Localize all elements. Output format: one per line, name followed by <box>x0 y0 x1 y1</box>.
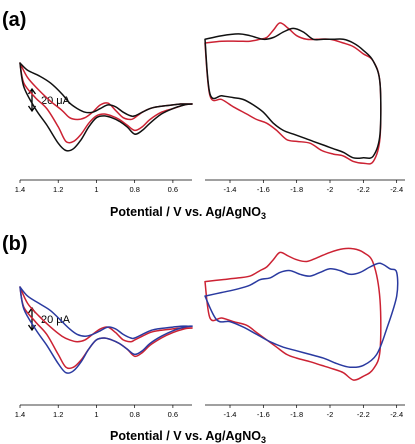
panel-a-x-axis-title-subscript: 3 <box>261 211 266 221</box>
panel-a-x-tick-label: 0.8 <box>129 185 139 194</box>
panel-b-series-2-trace-2 <box>204 262 399 369</box>
panel-a-x-axis-title: Potential / V vs. Ag/AgNO3 <box>110 205 266 221</box>
panel-b-label: (b) <box>2 233 28 255</box>
panel-b-plot-area: 1.4 1.2 1 0.8 0.6 -1.4 -1.6 -1.8 -2 -2.2 -2.4 <box>15 247 405 419</box>
panel-a-plot-area: 1.4 1.2 1 0.8 0.6 -1.4 -1.6 -1.8 -2 -2.2 -2.4 <box>15 22 405 194</box>
panel-b-x-tick-label: -1.8 <box>290 410 303 419</box>
panel-a-x-tick-label: 1.4 <box>15 185 25 194</box>
panel-b-x-tick-label: -2.2 <box>357 410 370 419</box>
panel-a-x-tick-label: 1.2 <box>53 185 63 194</box>
panel-b-series-2-trace-1 <box>19 286 193 374</box>
panel-a-x-tick-label: -2 <box>327 185 334 194</box>
panel-b-series-1-trace-1 <box>19 286 193 370</box>
panel-a-scale-bar-label: 20 μA <box>41 95 71 107</box>
panel-b-x-tick-label: 1.2 <box>53 410 63 419</box>
panel-b-x-tick-label: 1 <box>94 410 98 419</box>
panel-b-x-axis-title: Potential / V vs. Ag/AgNO3 <box>110 429 266 444</box>
panel-a-x-axis-title-main: Potential / V vs. Ag/AgNO <box>110 205 261 219</box>
panel-a: (a) 20 μA 1.4 1.2 1 0.8 0.6 -1.4 -1.6 -1.8 -2 -2.… <box>2 9 405 221</box>
panel-a-x-tick-label: -1.4 <box>224 185 237 194</box>
panel-a-x-tick-label: -1.6 <box>257 185 270 194</box>
panel-a-x-tick-label: -2.4 <box>390 185 403 194</box>
panel-b-series-1-trace-2 <box>204 247 382 381</box>
panel-b-x-tick-label: 0.8 <box>129 410 139 419</box>
panel-b-x-axis-title-main: Potential / V vs. Ag/AgNO <box>110 429 261 443</box>
panel-a-x-tick-label: -2.2 <box>357 185 370 194</box>
panel-b-x-tick-label: 0.6 <box>168 410 178 419</box>
panel-b-x-tick-label: -1.6 <box>257 410 270 419</box>
panel-b-x-tick-label: 1.4 <box>15 410 25 419</box>
panel-a-label: (a) <box>2 9 26 31</box>
panel-b-x-tick-label: -2 <box>327 410 334 419</box>
panel-a-x-tick-label: -1.8 <box>290 185 303 194</box>
panel-b-x-axis-title-subscript: 3 <box>261 435 266 444</box>
panel-a-series-2-trace-2 <box>204 27 382 160</box>
panel-b-x-tick-label: -1.4 <box>224 410 237 419</box>
panel-a-x-tick-label: 1 <box>94 185 98 194</box>
panel-a-x-tick-label: 0.6 <box>168 185 178 194</box>
panel-b-x-tick-label: -2.4 <box>390 410 403 419</box>
panel-b: (b) 20 μA 1.4 1.2 1 0.8 0.6 -1.4 -1.6 -1.8 -2 -2.… <box>2 233 405 444</box>
panel-a-series-2-trace-1 <box>19 62 193 152</box>
